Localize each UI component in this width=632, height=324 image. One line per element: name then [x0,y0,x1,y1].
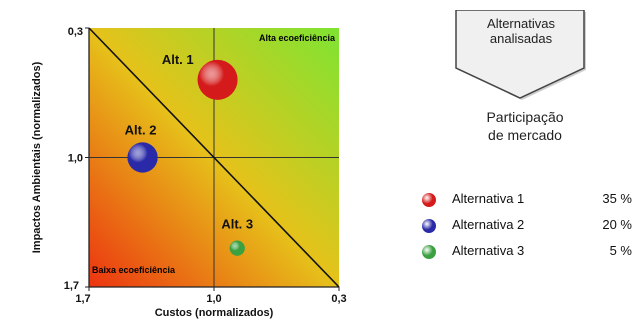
bubble-highlight [127,142,158,173]
y-axis-title: Impactos Ambientais (normalizados) [31,61,43,253]
x-axis-title: Custos (normalizados) [155,307,274,319]
share-title-line-1: Participação [486,109,564,125]
bubble-highlight [229,240,245,256]
bubble-highlight [197,59,238,100]
share-title-line-2: de mercado [488,127,562,143]
legend-item: Alternativa 3 5 % [422,242,632,268]
legend-label: Alternativa 1 [452,191,525,206]
legend-item: Alternativa 1 35 % [422,190,632,216]
diagonal-line [88,27,340,288]
y-tick-label: 0,3 [68,26,83,38]
legend: Alternativa 1 35 % Alternativa 2 20 % Al… [422,190,632,268]
x-tick-label: 1,0 [206,293,221,305]
zone-label-high: Alta ecoeficiência [259,33,336,43]
y-tick-label: 1,0 [68,153,83,165]
alternatives-callout-shape [455,10,586,100]
bubble-label: Alt. 2 [125,122,157,137]
bubble-label: Alt. 3 [221,217,253,232]
legend-swatch [422,193,436,207]
legend-value: 20 % [602,217,632,232]
callout-line-2: analisadas [489,31,553,46]
legend-swatch [422,219,436,233]
bubble-label: Alt. 1 [162,52,194,67]
eco-efficiency-chart: Alt. 1 Alt. 2 Alt. 3 1,7 1,0 0,3 0,3 1,0 1,7 Cust… [31,26,347,319]
callout-line-1: Alternativas [487,16,555,31]
legend-value: 35 % [602,191,632,206]
market-share-title: Participação de mercado [460,108,590,144]
legend-label: Alternativa 3 [452,243,525,258]
legend-value: 5 % [609,243,632,258]
legend-item: Alternativa 2 20 % [422,216,632,242]
legend-swatch [422,245,436,259]
legend-label: Alternativa 2 [452,217,525,232]
x-tick-label: 0,3 [331,293,346,305]
zone-label-low: Baixa ecoeficiência [92,265,176,275]
y-tick-label: 1,7 [64,280,79,292]
x-tick-label: 1,7 [75,293,90,305]
alternatives-callout-label: Alternativas analisadas [460,16,582,46]
